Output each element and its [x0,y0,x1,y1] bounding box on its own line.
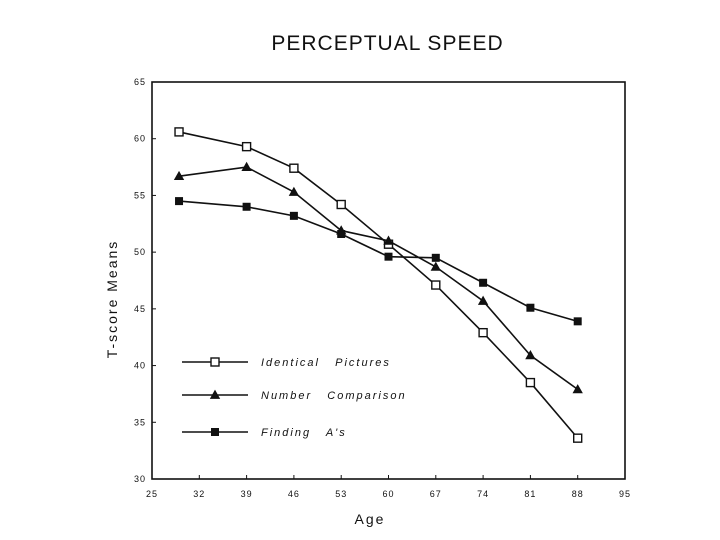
series-1-point-6 [477,295,489,305]
y-tick-label-4: 50 [134,247,146,257]
x-tick-label-3: 46 [288,489,300,499]
x-axis-label: Age [355,511,386,527]
x-tick-label-6: 67 [430,489,442,499]
series-0-point-6 [478,327,488,338]
series-2-point-8 [573,317,582,326]
series-0-point-2 [289,163,299,173]
series-2-point-2 [289,211,298,220]
x-tick-label-5: 60 [382,489,394,499]
x-tick-label-8: 81 [524,489,536,499]
series-1-point-4 [383,235,394,245]
legend-label-0: Identical Pictures [261,357,391,369]
series-2-point-1 [242,202,251,211]
y-tick-label-7: 65 [134,77,146,87]
series-0-point-7 [525,377,536,388]
chart-title: PERCEPTUAL SPEED [271,32,504,55]
series-1-point-2 [288,186,300,196]
series-2-point-5 [431,253,440,262]
series-1-point-7 [525,350,536,360]
series-0-point-0 [174,127,184,137]
legend-label-1: Number Comparison [261,390,407,402]
legend-marker-2 [211,428,219,436]
y-tick-label-1: 35 [134,417,146,427]
legend-label-2: Finding A's [261,427,347,439]
legend-marker-0 [210,357,220,367]
x-tick-label-9: 88 [572,489,584,499]
series-2-point-0 [175,197,184,206]
y-tick-label-3: 45 [134,304,146,314]
series-0-point-5 [431,280,441,290]
x-tick-label-0: 25 [146,489,158,499]
series-2-point-3 [337,229,346,238]
x-tick-label-7: 74 [477,489,489,499]
x-tick-label-10: 95 [619,489,631,499]
series-line-2 [178,200,578,323]
x-tick-label-4: 53 [335,489,347,499]
series-1-point-0 [173,170,185,181]
series-0-point-3 [336,199,346,210]
series-2-point-4 [384,252,393,261]
series-1-point-8 [572,384,583,394]
series-1-point-5 [430,261,441,271]
x-tick-label-2: 39 [241,489,253,499]
y-tick-label-5: 55 [134,190,146,200]
series-0-point-8 [573,433,583,443]
series-2-point-7 [526,303,535,312]
series-0-point-1 [241,141,252,152]
y-axis-label: T-score Means [104,240,120,359]
series-1-point-1 [241,161,252,171]
y-tick-label-0: 30 [134,474,146,484]
y-tick-label-6: 60 [134,134,146,144]
series-2-point-6 [479,278,488,287]
y-tick-label-2: 40 [134,361,146,371]
legend-marker-1 [209,389,221,399]
x-tick-label-1: 32 [193,489,205,499]
